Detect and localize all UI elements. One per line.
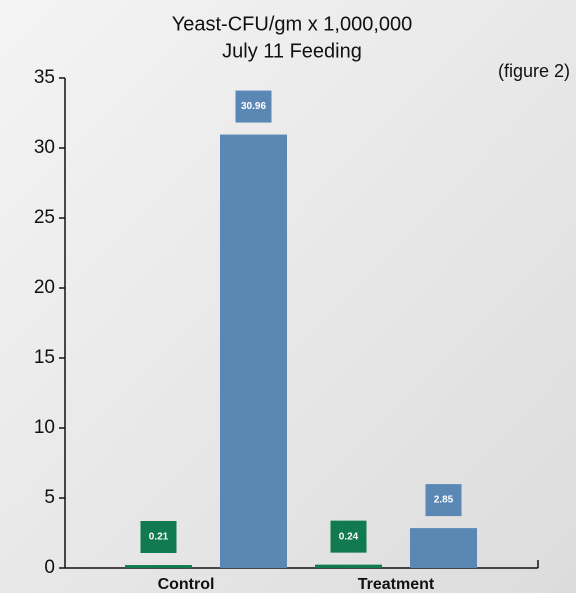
value-label: 30.96 (241, 101, 266, 112)
value-label: 2.85 (434, 495, 454, 506)
x-tick-label: Control (158, 576, 215, 593)
x-tick-label: Treatment (358, 576, 435, 593)
bar (220, 134, 287, 568)
annotation: (figure 2) (498, 61, 570, 81)
bar (410, 528, 477, 568)
y-tick-label: 25 (34, 207, 55, 228)
bar (315, 564, 382, 568)
y-tick-label: 35 (34, 67, 55, 88)
value-label-box (425, 484, 462, 517)
value-label: 0.21 (149, 532, 169, 543)
chart-title: Yeast-CFU/gm x 1,000,000 (172, 13, 413, 35)
bar (125, 565, 192, 569)
value-label-box (330, 520, 367, 553)
y-tick-label: 15 (34, 347, 55, 368)
y-tick-label: 30 (34, 137, 55, 158)
y-tick-label: 20 (34, 277, 55, 298)
y-tick-label: 5 (44, 487, 55, 508)
value-label: 0.24 (339, 531, 359, 542)
y-tick-label: 0 (44, 557, 55, 578)
value-label-box (235, 90, 272, 123)
value-label-box (140, 521, 177, 553)
chart-subtitle: July 11 Feeding (222, 40, 362, 62)
y-tick-label: 10 (34, 417, 55, 438)
